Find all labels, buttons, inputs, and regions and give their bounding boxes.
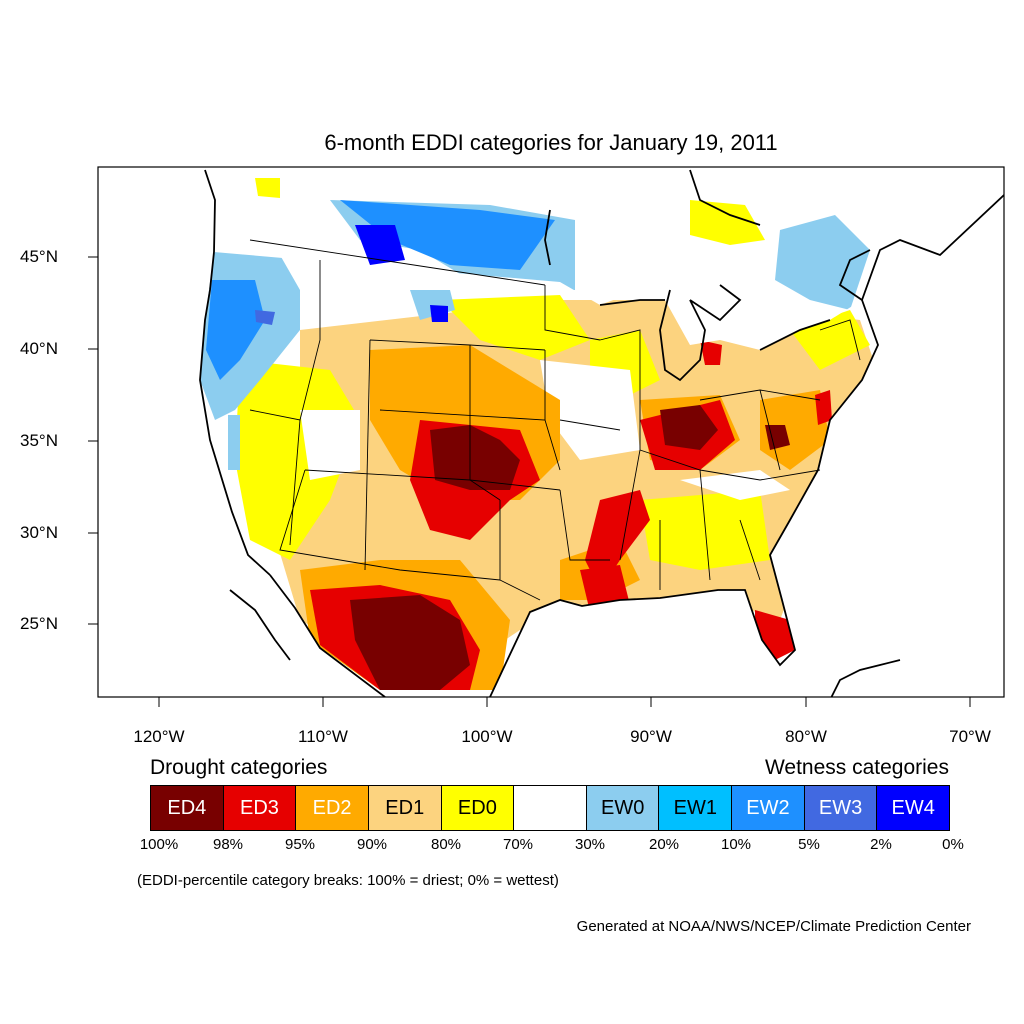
canada-shading [255, 178, 870, 310]
lat-tick-label: 40°N [20, 339, 58, 358]
legend-break-label: 20% [648, 836, 680, 853]
lon-tick-label: 100°W [461, 727, 513, 746]
lon-tick-label: 110°W [298, 727, 348, 746]
state-boundaries [249, 239, 861, 601]
legend-break-label: 70% [502, 836, 534, 853]
coastlines [199, 169, 1004, 697]
map-title: 6-month EDDI categories for January 19, … [324, 130, 778, 155]
drought-categories-heading: Drought categories [150, 756, 328, 779]
us-shading [200, 252, 878, 697]
lon-tick-label: 70°W [949, 727, 991, 746]
lat-tick-label: 25°N [20, 614, 58, 633]
legend-break-label: 0% [942, 836, 964, 853]
lon-tick-label: 90°W [630, 727, 672, 746]
legend-cell-ed4: ED4 [151, 786, 224, 830]
legend-cell-ed2: ED2 [296, 786, 369, 830]
legend-cell-ed3: ED3 [223, 786, 297, 830]
lon-tick-label: 120°W [133, 727, 185, 746]
legend-break-label: 95% [284, 836, 316, 853]
legend-break-label: 10% [720, 836, 752, 853]
legend-break-label: 100% [139, 836, 179, 853]
category-breaks-note: (EDDI-percentile category breaks: 100% =… [137, 872, 559, 889]
lat-tick-label: 30°N [20, 523, 58, 542]
legend-cell-ew0: EW0 [586, 786, 660, 830]
legend-cell-ew1: EW1 [659, 786, 733, 830]
legend-cell-ew3: EW3 [804, 786, 878, 830]
lon-tick-label: 80°W [785, 727, 827, 746]
credit-line: Generated at NOAA/NWS/NCEP/Climate Predi… [576, 918, 971, 935]
lat-tick-label: 45°N [20, 247, 58, 266]
legend-break-label: 80% [430, 836, 462, 853]
legend-cell-ew4: EW4 [877, 786, 950, 830]
legend-break-label: 98% [212, 836, 244, 853]
legend-cell-ed1: ED1 [368, 786, 442, 830]
legend-break-label: 5% [798, 836, 820, 853]
wetness-categories-heading: Wetness categories [764, 756, 949, 779]
legend-cell-neutral [514, 786, 587, 830]
legend-break-label: 90% [356, 836, 388, 853]
lat-tick-label: 35°N [20, 431, 58, 450]
legend-break-label: 30% [574, 836, 606, 853]
map-frame [97, 166, 1005, 698]
legend-cell-ew2: EW2 [732, 786, 805, 830]
legend-break-label: 2% [870, 836, 892, 853]
tick-marks [88, 256, 971, 707]
legend-cell-ed0: ED0 [441, 786, 515, 830]
category-legend: ED4 ED3 ED2 ED1 ED0 EW0 EW1 EW2 EW3 EW4 [150, 785, 950, 831]
